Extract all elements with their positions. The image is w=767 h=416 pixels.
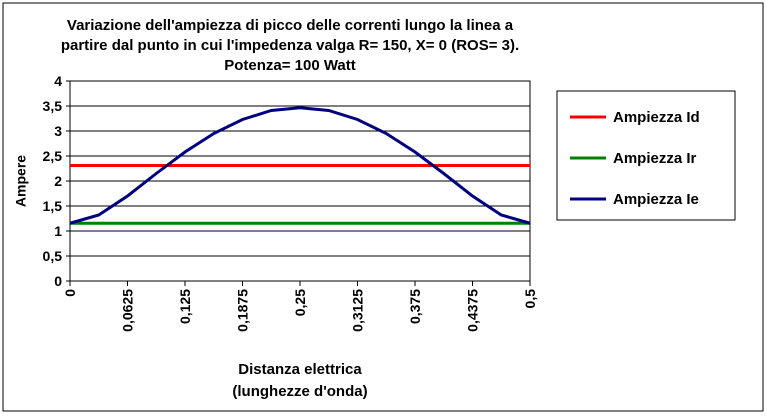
x-tick-label: 0,3125 [350,289,366,332]
legend-label: Ampiezza Id [613,109,700,126]
x-tick-label: 0,25 [292,289,308,316]
x-tick-label: 0,125 [177,289,193,324]
chart-title: partire dal punto in cui l'impedenza val… [61,37,519,54]
x-axis-label: Distanza elettrica [238,361,362,378]
y-tick-label: 1,5 [43,198,63,214]
x-tick-label: 0 [62,289,78,297]
legend-label: Ampiezza Ir [613,150,697,167]
chart-title: Variazione dell'ampiezza di picco delle … [67,17,514,34]
x-tick-label: 0,375 [407,289,423,324]
y-tick-label: 2 [54,173,62,189]
x-tick-label: 0,4375 [465,289,481,332]
y-tick-label: 1 [54,223,62,239]
y-tick-label: 3,5 [43,98,63,114]
x-tick-label: 0,5 [522,289,538,309]
legend-label: Ampiezza Ie [613,191,699,208]
x-tick-label: 0,1875 [235,289,251,332]
plot-frame [69,80,531,282]
x-axis-label: (lunghezze d'onda) [232,383,367,400]
y-axis-label: Ampere [13,155,29,207]
chart-title: Potenza= 100 Watt [224,57,356,74]
y-tick-label: 4 [54,73,62,89]
series-line [69,106,531,225]
y-tick-label: 0,5 [43,248,63,264]
x-tick-label: 0,0625 [120,289,136,332]
y-tick-label: 0 [54,273,62,289]
y-tick-label: 2,5 [43,148,63,164]
y-tick-label: 3 [54,123,62,139]
